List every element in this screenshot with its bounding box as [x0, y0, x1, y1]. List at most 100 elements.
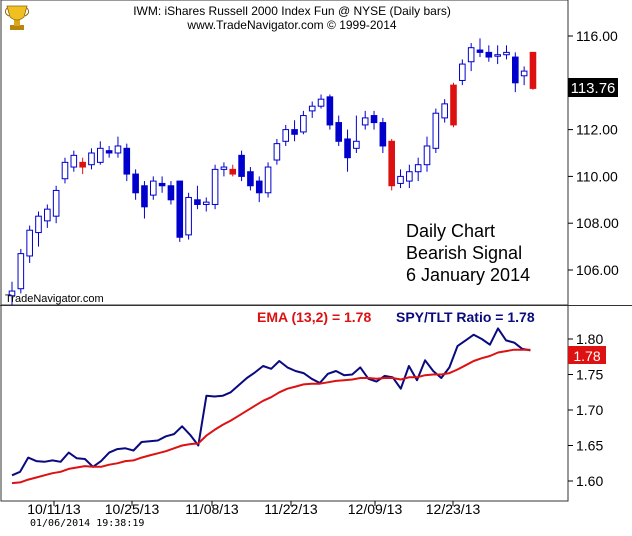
candle	[167, 181, 175, 205]
candle	[114, 136, 122, 158]
candle	[211, 164, 219, 210]
candle	[141, 181, 148, 219]
ema-line	[11, 348, 531, 485]
last-price-label: 113.76	[571, 80, 616, 97]
candle	[512, 52, 519, 93]
candle	[61, 157, 69, 184]
candle-body	[326, 96, 334, 126]
candle-body	[467, 47, 475, 63]
candle-body	[441, 103, 448, 119]
candle	[406, 164, 413, 189]
chart-title: IWM: iShares Russell 2000 Index Fun @ NY…	[133, 4, 451, 18]
candle-body	[503, 51, 510, 56]
date-tick-label: 10/11/13	[27, 501, 81, 517]
candle	[202, 197, 210, 212]
candle	[26, 225, 33, 263]
date-tick-label: 11/08/13	[185, 501, 239, 517]
candle	[361, 110, 369, 130]
candle	[185, 192, 192, 240]
candle-body	[414, 164, 422, 173]
annotation-line-3: 6 January 2014	[406, 265, 530, 285]
candle-body	[388, 140, 395, 187]
date-axis: 10/11/13 10/25/13 11/08/13 11/22/13 12/09/13…	[27, 501, 480, 517]
candle-body	[149, 180, 157, 196]
ratio-tick-label: 1.80	[576, 331, 603, 347]
candle-body	[247, 171, 254, 187]
candle-body	[264, 166, 272, 194]
candle-body	[432, 112, 440, 149]
candle	[494, 45, 501, 65]
candle	[70, 150, 78, 172]
price-tick-label: 110.00	[576, 168, 618, 184]
candle	[300, 110, 307, 135]
candle	[467, 43, 475, 72]
ratio-axis: 1.80 1.75 1.70 1.65 1.60	[568, 331, 603, 489]
date-tick-label: 12/23/13	[426, 501, 481, 517]
candle-body	[238, 154, 245, 177]
candle-body	[132, 173, 139, 194]
candle-body	[300, 115, 307, 133]
candle-body	[459, 63, 466, 81]
candle	[264, 162, 272, 198]
candle	[520, 66, 528, 86]
candle	[388, 138, 395, 191]
candle-body	[494, 54, 501, 57]
candle-body	[141, 185, 148, 208]
candle-body	[70, 154, 78, 168]
candle-body	[291, 129, 298, 135]
candle	[282, 124, 290, 146]
candle	[97, 141, 104, 165]
candle	[291, 120, 298, 142]
candle-body	[26, 229, 33, 257]
ratio-tick-label: 1.65	[576, 438, 603, 454]
candle-body	[529, 51, 537, 89]
candle-body	[123, 147, 131, 175]
candle	[344, 129, 351, 172]
price-tick-label: 116.00	[576, 28, 618, 44]
candle	[52, 185, 60, 224]
candle	[149, 176, 157, 200]
chart-subtitle: www.TradeNavigator.com © 1999-2014	[186, 18, 396, 32]
date-tick-label: 10/25/13	[105, 501, 160, 517]
candle-body	[370, 115, 378, 124]
candle	[17, 248, 25, 294]
ratio-tick-label: 1.60	[576, 473, 603, 489]
price-tick-label: 108.00	[576, 215, 619, 231]
candle-body	[88, 152, 95, 166]
candle	[326, 94, 334, 130]
candle-body	[406, 171, 413, 182]
candle-body	[344, 138, 351, 159]
price-badge: 113.76	[568, 78, 618, 97]
candle	[247, 167, 254, 191]
candle	[308, 101, 316, 118]
candle-body	[176, 180, 184, 238]
candle-body	[229, 168, 237, 175]
candle-body	[35, 215, 42, 234]
candle-body	[17, 253, 25, 290]
candle-body	[220, 166, 228, 170]
candle	[317, 94, 325, 109]
candle-body	[255, 180, 263, 194]
candle-body	[211, 168, 219, 205]
candle	[8, 281, 16, 306]
candle	[441, 99, 448, 123]
candle-body	[353, 140, 360, 149]
ratio-series	[11, 327, 531, 485]
candle-body	[273, 143, 281, 161]
candle-body	[158, 182, 166, 187]
candle-body	[105, 150, 113, 154]
candle-body	[317, 98, 325, 107]
candle-body	[379, 122, 387, 147]
candle	[88, 148, 95, 170]
candle	[255, 176, 263, 203]
candle	[485, 45, 493, 62]
watermark: TradeNavigator.com	[5, 293, 104, 305]
candle	[397, 169, 404, 189]
price-tick-label: 112.00	[576, 122, 618, 138]
candle	[353, 115, 360, 153]
candle	[158, 176, 166, 193]
candle-body	[8, 290, 16, 297]
ratio-tick-label: 1.70	[576, 402, 603, 418]
